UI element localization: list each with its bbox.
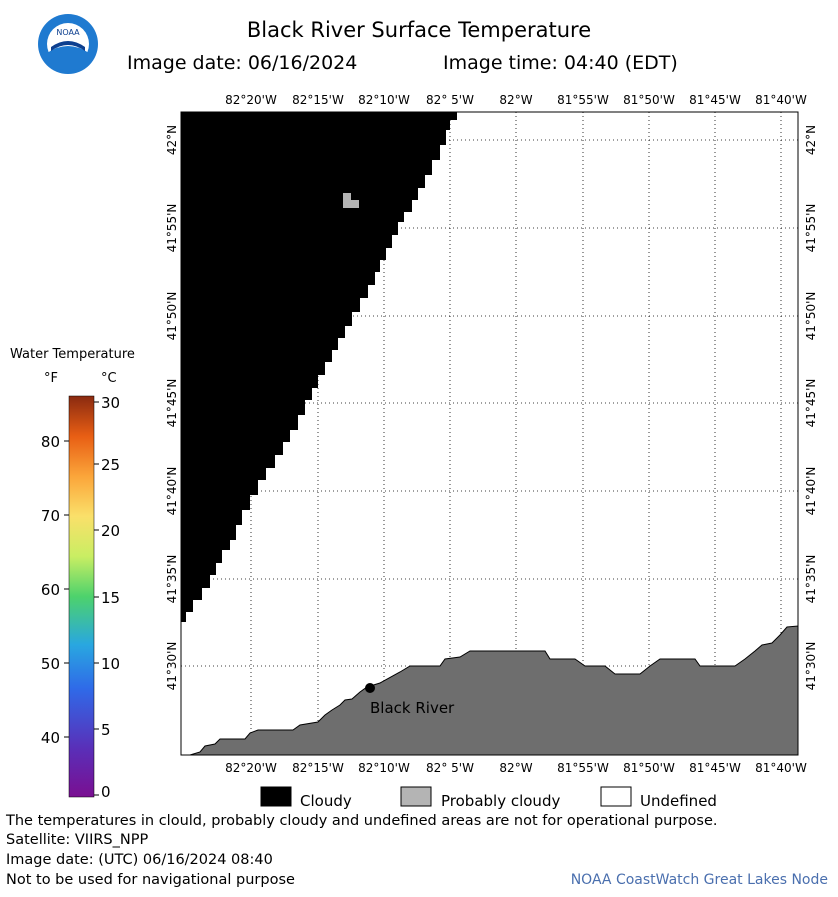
credit-link[interactable]: NOAA CoastWatch Great Lakes Node — [571, 872, 828, 888]
bottom-axis-label: 81°55'W — [557, 761, 609, 775]
colorbar-f-ticks: 80 70 60 50 40 — [41, 433, 60, 747]
disclaimer-text: The temperatures in clould, probably clo… — [6, 813, 717, 829]
left-axis: 42°N 41°55'N 41°50'N 41°45'N 41°40'N 41°… — [165, 125, 179, 691]
c-tick: 0 — [101, 783, 111, 801]
right-axis-label: 41°50'N — [804, 292, 818, 341]
legend-label-undefined: Undefined — [640, 792, 717, 810]
bottom-axis-label: 81°45'W — [689, 761, 741, 775]
top-axis-label: 81°40'W — [755, 93, 807, 107]
bottom-axis-label: 82°10'W — [358, 761, 410, 775]
right-axis-label: 41°30'N — [804, 642, 818, 691]
f-tick: 50 — [41, 655, 60, 673]
c-tick: 10 — [101, 655, 120, 673]
c-tick: 30 — [101, 394, 120, 412]
bottom-axis: 82°20'W 82°15'W 82°10'W 82° 5'W 82°W 81°… — [225, 761, 807, 775]
left-axis-label: 41°40'N — [165, 467, 179, 516]
bottom-axis-label: 82° 5'W — [426, 761, 474, 775]
f-tick: 60 — [41, 581, 60, 599]
top-axis-label: 82°20'W — [225, 93, 277, 107]
bottom-axis-label: 82°20'W — [225, 761, 277, 775]
left-axis-label: 41°35'N — [165, 555, 179, 604]
colorbar-unit-c: °C — [101, 371, 117, 386]
right-axis: 42°N 41°55'N 41°50'N 41°45'N 41°40'N 41°… — [804, 125, 818, 691]
bottom-axis-label: 82°15'W — [292, 761, 344, 775]
colorbar-unit-f: °F — [44, 371, 58, 386]
colorbar-c-ticks: 30 25 20 15 10 5 0 — [101, 394, 120, 801]
f-tick: 70 — [41, 507, 60, 525]
top-axis-label: 82° 5'W — [426, 93, 474, 107]
legend-label-probably-cloudy: Probably cloudy — [441, 792, 560, 810]
bottom-axis-label: 82°W — [499, 761, 532, 775]
c-tick: 15 — [101, 589, 120, 607]
right-axis-label: 41°55'N — [804, 204, 818, 253]
left-axis-label: 41°30'N — [165, 642, 179, 691]
f-tick: 40 — [41, 729, 60, 747]
top-axis-label: 82°10'W — [358, 93, 410, 107]
colorbar-gradient — [69, 396, 94, 797]
black-river-marker — [365, 683, 375, 693]
legend-swatch-cloudy — [261, 787, 291, 806]
legend-swatch-probably-cloudy — [401, 787, 431, 806]
left-axis-label: 41°55'N — [165, 204, 179, 253]
legend-label-cloudy: Cloudy — [300, 792, 352, 810]
f-tick: 80 — [41, 433, 60, 451]
top-axis-label: 82°15'W — [292, 93, 344, 107]
top-axis: 82°20'W 82°15'W 82°10'W 82° 5'W 82°W 81°… — [225, 93, 807, 107]
right-axis-label: 42°N — [804, 125, 818, 155]
nav-warning-text: Not to be used for navigational purpose — [6, 872, 295, 888]
left-axis-label: 42°N — [165, 125, 179, 155]
utc-date-text: Image date: (UTC) 06/16/2024 08:40 — [6, 852, 273, 868]
legend-swatch-undefined — [601, 787, 631, 806]
c-tick: 25 — [101, 456, 120, 474]
right-axis-label: 41°40'N — [804, 467, 818, 516]
bottom-axis-label: 81°50'W — [623, 761, 675, 775]
left-axis-label: 41°50'N — [165, 292, 179, 341]
right-axis-label: 41°45'N — [804, 379, 818, 428]
black-river-label: Black River — [370, 699, 455, 717]
left-axis-label: 41°45'N — [165, 379, 179, 428]
top-axis-label: 81°45'W — [689, 93, 741, 107]
top-axis-label: 81°50'W — [623, 93, 675, 107]
colorbar-title: Water Temperature — [10, 347, 135, 362]
top-axis-label: 82°W — [499, 93, 532, 107]
satellite-text: Satellite: VIIRS_NPP — [6, 832, 148, 848]
c-tick: 20 — [101, 522, 120, 540]
bottom-axis-label: 81°40'W — [755, 761, 807, 775]
c-tick: 5 — [101, 721, 111, 739]
top-axis-label: 81°55'W — [557, 93, 609, 107]
right-axis-label: 41°35'N — [804, 555, 818, 604]
